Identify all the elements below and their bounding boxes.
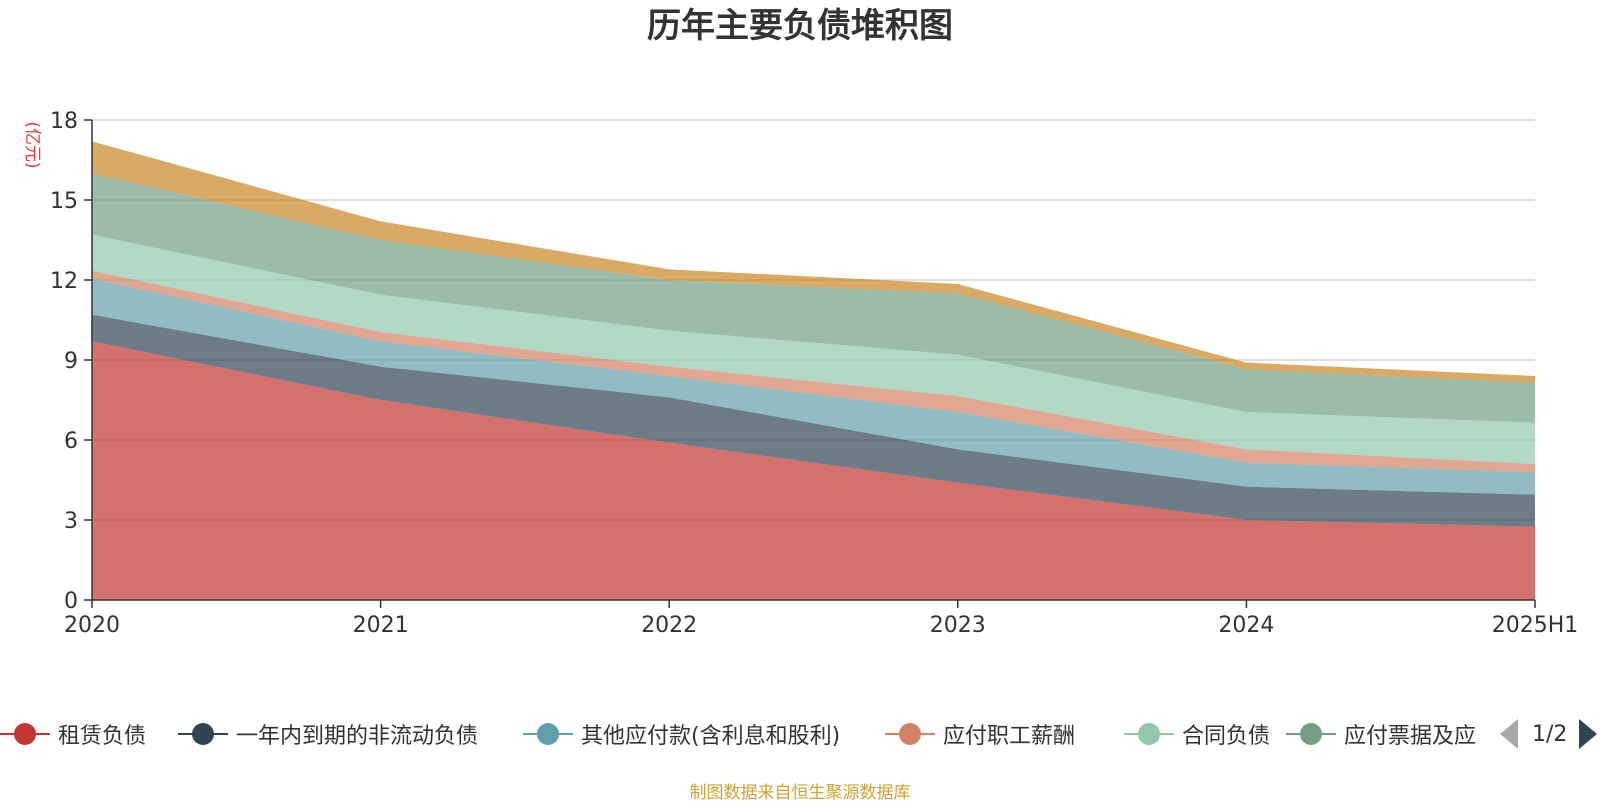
legend-label: 租赁负债	[58, 724, 147, 749]
y-tick-label: 18	[50, 109, 78, 134]
legend-label: 合同负债	[1182, 724, 1271, 749]
legend-item[interactable]: 合同负债	[1124, 716, 1270, 752]
legend-marker-icon	[1124, 722, 1174, 746]
x-tick-label: 2024	[1218, 613, 1274, 638]
legend-next-arrow-icon[interactable]	[1579, 719, 1598, 749]
legend-marker-dot	[537, 723, 559, 745]
legend-marker-icon	[178, 722, 228, 746]
y-tick-label: 15	[50, 189, 78, 214]
y-tick-label: 12	[50, 269, 78, 294]
legend-label: 应付职工薪酬	[943, 724, 1076, 749]
legend-marker-dot	[1138, 723, 1160, 745]
x-tick-label: 2025H1	[1492, 613, 1579, 638]
chart-title: 历年主要负债堆积图	[647, 6, 953, 46]
legend-marker-dot	[192, 723, 214, 745]
legend: 租赁负债 一年内到期的非流动负债 其他应付款(含利息和股利) 应付职工薪酬 合同负债 应付…	[0, 716, 1600, 752]
legend-marker-dot	[1300, 723, 1322, 745]
series-area	[92, 314, 1535, 527]
y-tick-label: 3	[64, 509, 78, 534]
y-tick-label: 0	[64, 589, 78, 614]
series-area	[92, 341, 1535, 600]
x-tick-label: 2021	[353, 613, 409, 638]
y-tick-label: 9	[64, 349, 78, 374]
legend-marker-icon	[523, 722, 573, 746]
legend-pager: 1/2	[1500, 716, 1598, 752]
y-axis-unit-label: (亿元)	[22, 121, 42, 168]
series-area	[92, 278, 1535, 495]
legend-item[interactable]: 应付职工薪酬	[885, 716, 1075, 752]
legend-label: 其他应付款(含利息和股利)	[581, 724, 841, 749]
legend-item[interactable]: 租赁负债	[0, 716, 146, 752]
legend-item[interactable]: 一年内到期的非流动负债	[178, 716, 478, 752]
y-tick-label: 6	[64, 429, 78, 454]
series-area	[92, 234, 1535, 464]
legend-prev-arrow-icon[interactable]	[1500, 719, 1518, 749]
legend-page-indicator: 1/2	[1532, 721, 1568, 747]
x-tick-label: 2023	[930, 613, 986, 638]
x-tick-label: 2020	[64, 613, 120, 638]
legend-marker-icon	[0, 722, 50, 746]
legend-marker-icon	[1286, 722, 1336, 746]
legend-marker-icon	[885, 722, 935, 746]
legend-label: 一年内到期的非流动负债	[236, 724, 479, 749]
x-tick-label: 2022	[641, 613, 697, 638]
series-area	[92, 173, 1535, 423]
legend-marker-dot	[899, 723, 921, 745]
legend-item[interactable]: 其他应付款(含利息和股利)	[523, 716, 840, 752]
legend-label: 应付票据及应	[1344, 724, 1477, 749]
legend-marker-dot	[14, 723, 36, 745]
data-source-note: 制图数据来自恒生聚源数据库	[689, 783, 911, 803]
legend-item[interactable]: 应付票据及应	[1286, 716, 1476, 752]
